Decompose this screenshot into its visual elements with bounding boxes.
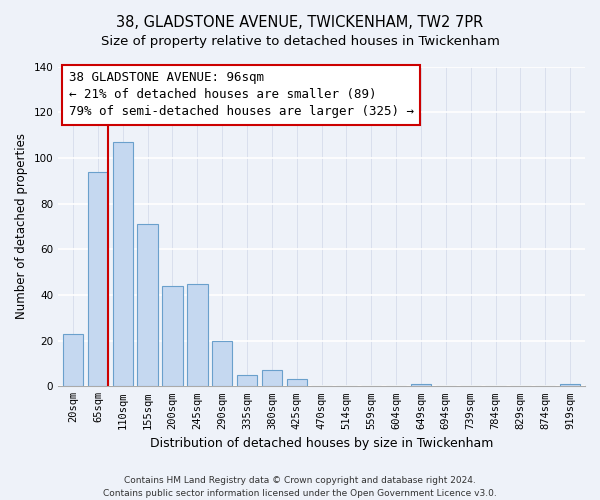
Text: 38, GLADSTONE AVENUE, TWICKENHAM, TW2 7PR: 38, GLADSTONE AVENUE, TWICKENHAM, TW2 7P…	[116, 15, 484, 30]
Bar	[113, 142, 133, 386]
Bar	[187, 284, 208, 387]
Bar	[560, 384, 580, 386]
Text: Size of property relative to detached houses in Twickenham: Size of property relative to detached ho…	[101, 35, 499, 48]
Bar	[411, 384, 431, 386]
Bar	[63, 334, 83, 386]
X-axis label: Distribution of detached houses by size in Twickenham: Distribution of detached houses by size …	[150, 437, 493, 450]
Bar	[237, 375, 257, 386]
Bar	[212, 340, 232, 386]
Bar	[137, 224, 158, 386]
Text: 38 GLADSTONE AVENUE: 96sqm
← 21% of detached houses are smaller (89)
79% of semi: 38 GLADSTONE AVENUE: 96sqm ← 21% of deta…	[69, 72, 414, 118]
Y-axis label: Number of detached properties: Number of detached properties	[15, 134, 28, 320]
Bar	[287, 380, 307, 386]
Bar	[262, 370, 282, 386]
Bar	[162, 286, 182, 386]
Bar	[88, 172, 108, 386]
Text: Contains HM Land Registry data © Crown copyright and database right 2024.
Contai: Contains HM Land Registry data © Crown c…	[103, 476, 497, 498]
